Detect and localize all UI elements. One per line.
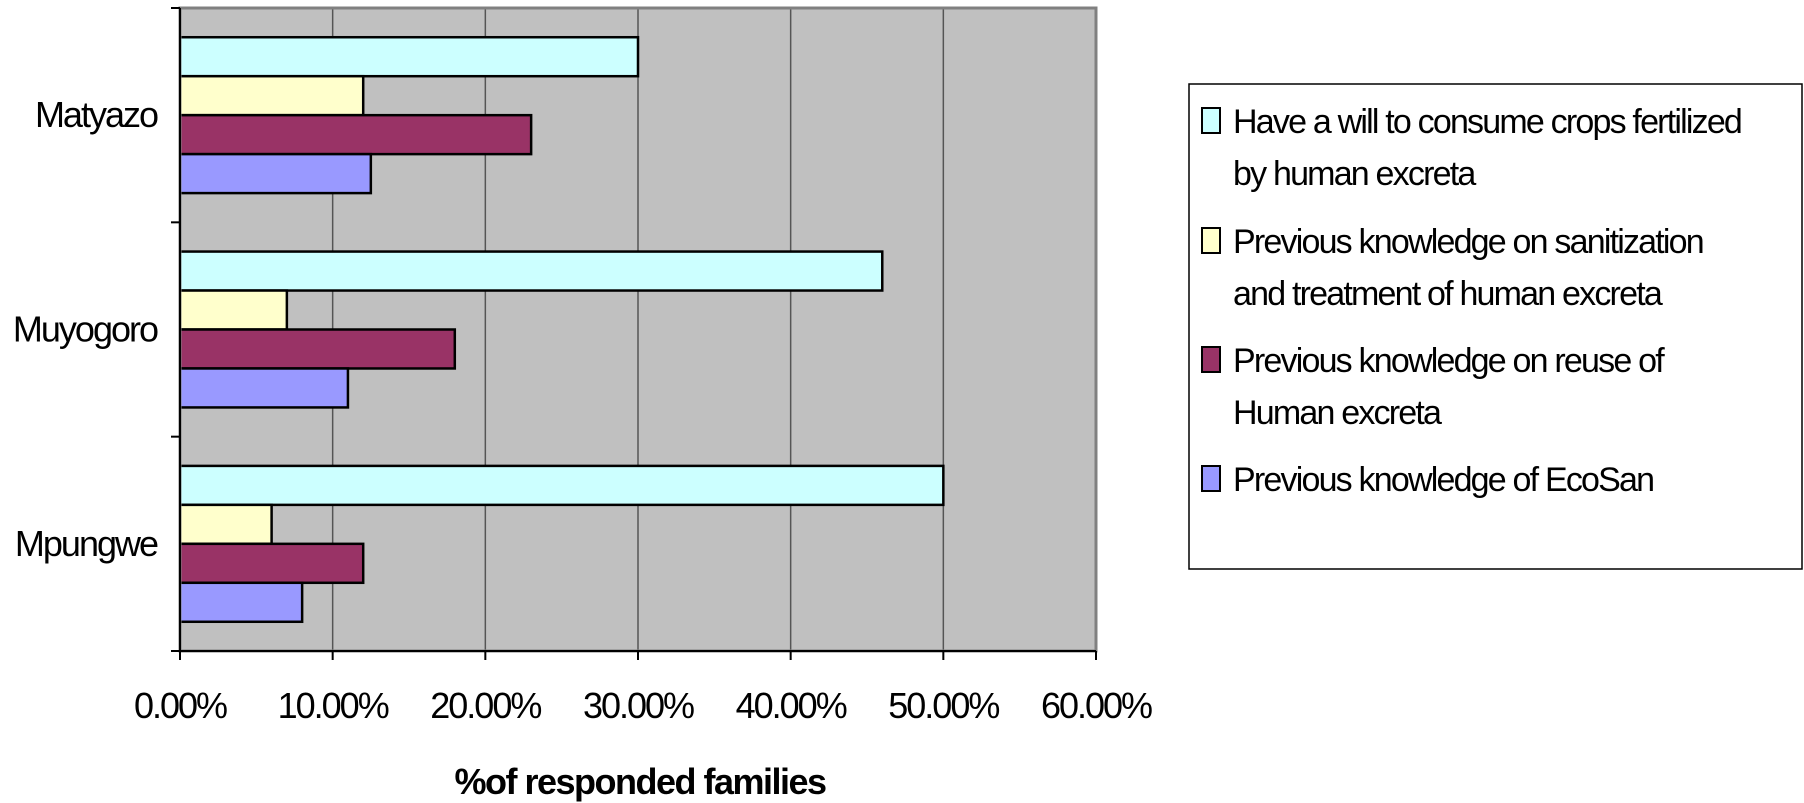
bar <box>178 35 640 78</box>
y-tick-label: Muyogoro <box>13 309 158 350</box>
bar <box>178 542 365 585</box>
legend-label: Previous knowledge on sanitization and tr… <box>1233 223 1703 313</box>
legend-label: Have a will to consume crops fertilized b… <box>1233 103 1741 193</box>
x-tick-label: 60.00% <box>1041 685 1152 726</box>
legend-box <box>1188 83 1803 570</box>
bars <box>178 35 945 624</box>
bar <box>178 74 365 117</box>
legend-items: Have a will to consume crops fertilized b… <box>1201 103 1743 499</box>
y-tick-label: Mpungwe <box>15 523 158 564</box>
legend-swatch <box>1201 465 1221 492</box>
bar <box>178 152 373 195</box>
legend-swatch <box>1201 346 1221 373</box>
bar <box>178 581 304 624</box>
x-tick-labels: 0.00% 10.00% 20.00% 30.00% 40.00% 50.00% 60.00… <box>134 685 1154 726</box>
bar <box>178 289 289 331</box>
legend: Have a will to consume crops fertilized b… <box>1188 83 1803 570</box>
bar <box>178 367 350 409</box>
bar <box>178 113 533 156</box>
x-tick-label: 50.00% <box>888 685 999 726</box>
legend-label: Previous knowledge of EcoSan <box>1233 461 1653 499</box>
bar <box>178 464 945 507</box>
x-axis-title: %of responded families <box>454 761 826 802</box>
bar <box>178 328 457 370</box>
x-tick-label: 10.00% <box>278 685 389 726</box>
legend-label: Previous knowledge on reuse of Human excr… <box>1233 342 1665 432</box>
x-tick-label: 20.00% <box>430 685 541 726</box>
x-tick-label: 40.00% <box>736 685 847 726</box>
legend-swatch <box>1201 227 1221 254</box>
legend-swatch <box>1201 107 1221 134</box>
bar <box>178 250 884 292</box>
y-tick-label: Matyazo <box>35 94 158 135</box>
x-tick-label: 30.00% <box>583 685 694 726</box>
bar <box>178 503 273 546</box>
axes <box>171 7 1097 660</box>
x-tick-label: 0.00% <box>134 685 227 726</box>
y-tick-labels: Matyazo Muyogoro Mpungwe <box>13 94 160 564</box>
